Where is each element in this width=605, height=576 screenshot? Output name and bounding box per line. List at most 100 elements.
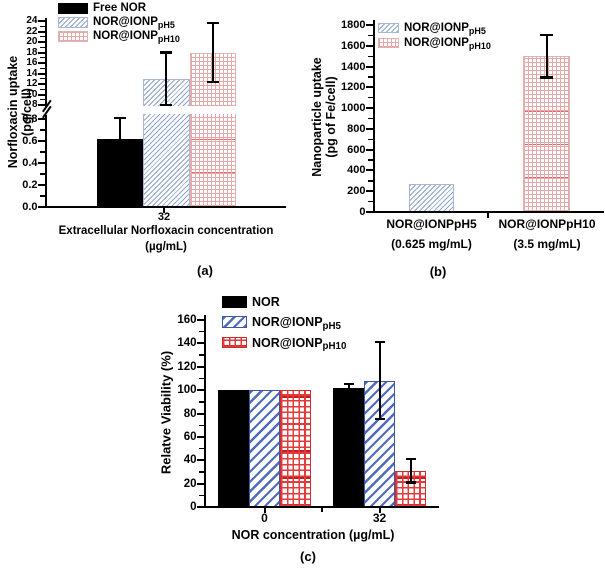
legend-label: Free NOR (93, 2, 147, 14)
y-minor-tick (199, 494, 204, 496)
axis-break-band (47, 106, 286, 114)
panel-c-x-axis (203, 506, 439, 508)
y-tick (196, 342, 204, 345)
y-tick (37, 62, 45, 64)
panel-b-x-tick (487, 213, 489, 218)
panel-a-x-axis-title-line2: (µg/mL) (145, 241, 187, 253)
y-tick (196, 506, 204, 508)
y-tick-label: 400 (347, 164, 366, 177)
panel-c-x-axis-title: NOR concentration (µg/mL) (231, 528, 395, 542)
y-minor-tick (40, 88, 45, 90)
y-tick-label: 1600 (341, 39, 366, 52)
y-tick (196, 365, 204, 368)
legend-label: NOR@IONPpH5 (252, 315, 341, 332)
y-tick (365, 65, 373, 68)
panel-a-legend-item-ionp-ph10: NOR@IONPpH10 (58, 30, 180, 44)
error-bar-cap (343, 390, 354, 393)
y-minor-tick (368, 159, 373, 161)
bar (523, 56, 570, 212)
panel-c-legend-item-ionp-ph10: NOR@IONPpH10 (222, 336, 346, 352)
y-minor-tick (368, 180, 373, 182)
error-bar-cap (405, 457, 416, 461)
y-tick (196, 319, 204, 321)
y-tick (37, 30, 45, 33)
error-bar-line (378, 342, 381, 420)
y-tick-label: 0 (359, 206, 366, 218)
error-bar-line (119, 117, 122, 160)
y-tick (365, 190, 373, 193)
error-bar-cap (374, 418, 385, 421)
y-tick-label: 160 (177, 314, 197, 326)
panel-c-x-tick (378, 508, 381, 513)
panel-b-legend-item-ionp-ph10: NOR@IONPpH10 (378, 37, 491, 51)
panel-b-legend-item-ionp-ph5: NOR@IONPpH5 (378, 22, 486, 36)
y-tick-label: 16 (26, 57, 38, 68)
y-tick (365, 107, 373, 110)
panel-c-x-tick-label-0: 0 (261, 511, 268, 525)
y-tick (37, 184, 45, 186)
error-bar-cap (160, 51, 173, 54)
y-tick-label: 140 (177, 337, 197, 350)
panel-b-y-axis (372, 20, 375, 213)
y-minor-tick (199, 424, 204, 426)
y-tick-label: 8 (31, 99, 38, 110)
y-minor-tick (368, 201, 373, 203)
legend-swatch-blue-hatch-icon (378, 23, 399, 33)
y-tick-label: 20 (183, 477, 197, 490)
error-bar-cap (343, 383, 354, 386)
legend-swatch-red-grid-icon (222, 336, 247, 349)
y-tick-label: 1000 (341, 102, 366, 115)
y-minor-tick (368, 55, 373, 57)
y-minor-tick (368, 97, 373, 99)
y-minor-tick (199, 354, 204, 356)
bar (280, 390, 311, 507)
panel-c-legend-item-nor: NOR (222, 295, 280, 309)
panel-c-legend-item-ionp-ph5: NOR@IONPpH5 (222, 315, 341, 332)
y-tick-label: 22 (26, 25, 38, 37)
y-minor-tick (40, 46, 45, 48)
bar (409, 183, 454, 212)
panel-a-label: (a) (197, 263, 213, 278)
y-tick (37, 20, 45, 22)
y-minor-tick (368, 34, 373, 37)
legend-label: NOR@IONPpH5 (93, 16, 175, 30)
error-bar-cap (206, 22, 219, 25)
y-tick-label: 10 (26, 88, 38, 100)
y-tick-label: 1400 (341, 60, 366, 73)
y-tick (37, 104, 45, 106)
y-minor-tick (40, 36, 45, 38)
legend-label: NOR@IONPpH10 (404, 37, 491, 51)
panel-a-x-tick (163, 208, 165, 213)
panel-a-x-axis-title-line1: Extracellular Norfloxacin concentration (58, 225, 274, 237)
y-tick (365, 44, 373, 47)
legend-swatch-red-grid-icon (58, 30, 88, 42)
panel-c-x-tick (263, 508, 266, 513)
y-tick (365, 24, 373, 26)
error-bar-cap (374, 341, 385, 344)
legend-swatch-red-grid-icon (378, 38, 399, 48)
y-tick (365, 127, 373, 130)
error-bar-line (165, 52, 168, 105)
bar (249, 390, 280, 507)
y-tick-label: 200 (347, 185, 366, 198)
y-tick-label: 0.6 (22, 135, 38, 147)
error-bar-cap (540, 76, 553, 79)
y-tick-label: 0.8 (22, 113, 38, 125)
y-tick (37, 93, 45, 96)
bar (218, 390, 249, 507)
y-tick-label: 800 (347, 122, 366, 135)
y-tick (196, 412, 204, 415)
y-tick-label: 80 (183, 407, 197, 420)
y-tick (37, 162, 45, 164)
y-minor-tick (40, 129, 45, 131)
legend-swatch-black-icon (58, 2, 88, 14)
panel-b-category2-line2: (3.5 mg/mL) (513, 237, 581, 251)
y-minor-tick (199, 401, 204, 403)
panel-c-x-minor-tick (321, 508, 323, 512)
y-tick (365, 169, 373, 172)
panel-a-legend-item-ionp-ph5: NOR@IONPpH5 (58, 16, 175, 30)
y-tick-label: 24 (26, 15, 38, 26)
error-bar-cap (114, 158, 127, 161)
legend-label: NOR@IONPpH5 (404, 22, 486, 36)
